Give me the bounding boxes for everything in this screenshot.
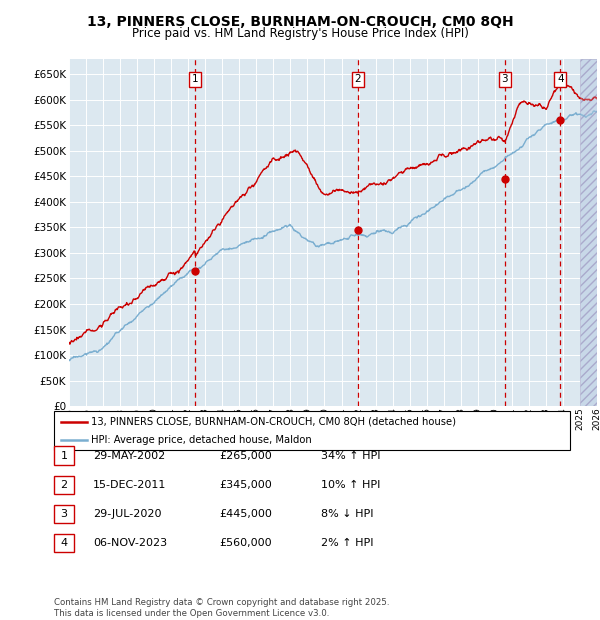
Text: HPI: Average price, detached house, Maldon: HPI: Average price, detached house, Mald…: [91, 435, 312, 445]
Bar: [580, 59, 600, 406]
Text: 2: 2: [355, 74, 361, 84]
Text: 13, PINNERS CLOSE, BURNHAM-ON-CROUCH, CM0 8QH: 13, PINNERS CLOSE, BURNHAM-ON-CROUCH, CM…: [86, 16, 514, 30]
Text: 13, PINNERS CLOSE, BURNHAM-ON-CROUCH, CM0 8QH (detached house): 13, PINNERS CLOSE, BURNHAM-ON-CROUCH, CM…: [91, 417, 456, 427]
Text: 34% ↑ HPI: 34% ↑ HPI: [321, 451, 380, 461]
Text: £345,000: £345,000: [219, 480, 272, 490]
Text: 2: 2: [61, 480, 67, 490]
Text: 8% ↓ HPI: 8% ↓ HPI: [321, 509, 373, 519]
Text: 15-DEC-2011: 15-DEC-2011: [93, 480, 166, 490]
Text: 4: 4: [61, 538, 67, 548]
Text: £265,000: £265,000: [219, 451, 272, 461]
Text: 29-MAY-2002: 29-MAY-2002: [93, 451, 165, 461]
Text: Contains HM Land Registry data © Crown copyright and database right 2025.
This d: Contains HM Land Registry data © Crown c…: [54, 598, 389, 618]
Text: 10% ↑ HPI: 10% ↑ HPI: [321, 480, 380, 490]
Text: Price paid vs. HM Land Registry's House Price Index (HPI): Price paid vs. HM Land Registry's House …: [131, 27, 469, 40]
Text: £560,000: £560,000: [219, 538, 272, 548]
Text: £445,000: £445,000: [219, 509, 272, 519]
Text: 1: 1: [192, 74, 199, 84]
Text: 1: 1: [61, 451, 67, 461]
Text: 29-JUL-2020: 29-JUL-2020: [93, 509, 161, 519]
Text: 2% ↑ HPI: 2% ↑ HPI: [321, 538, 373, 548]
Text: 3: 3: [61, 509, 67, 519]
Text: 3: 3: [502, 74, 508, 84]
Text: 06-NOV-2023: 06-NOV-2023: [93, 538, 167, 548]
Text: 4: 4: [557, 74, 563, 84]
